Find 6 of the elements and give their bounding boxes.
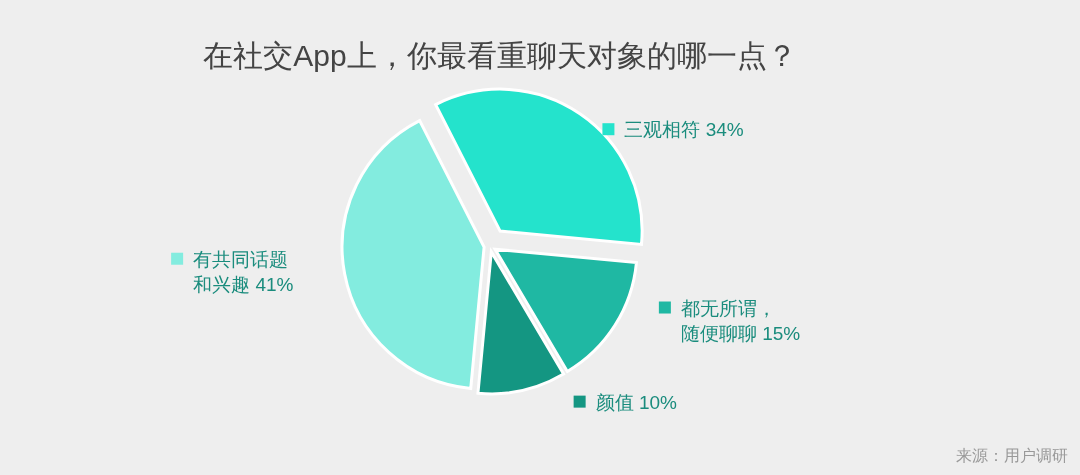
chart-title: 在社交App上，你最看重聊天对象的哪一点？: [203, 39, 797, 72]
legend-label: 颜值 10%: [595, 391, 678, 413]
source-note: 来源：用户调研: [956, 447, 1068, 464]
legend-label: 三观相符 34%: [624, 119, 744, 141]
legend-label: 都无所谓，随便聊聊 15%: [680, 297, 801, 344]
legend-label: 有共同话题和兴趣 41%: [193, 248, 294, 295]
